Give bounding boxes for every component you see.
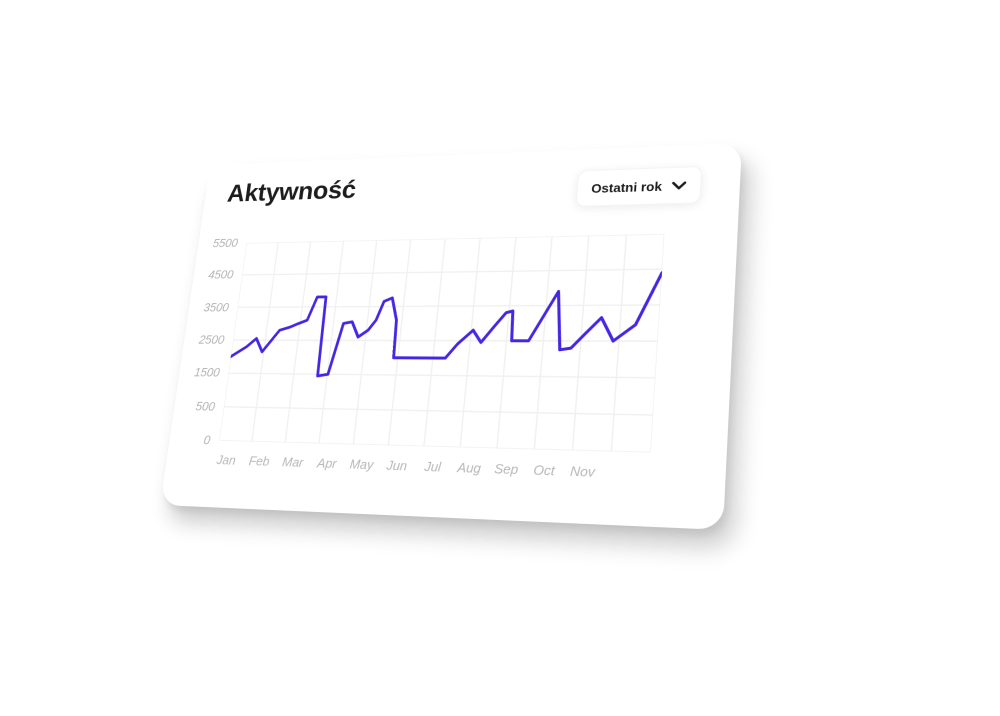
x-tick-label: Nov [570,463,596,480]
x-tick-label: Jun [386,458,408,474]
x-axis-tick-labels: Jan Feb Mar Apr May Jun Jul Aug Sep Oct Nov [215,452,650,487]
x-tick-label: Sep [494,461,519,477]
period-dropdown-label: Ostatni rok [591,179,663,196]
page-title: Aktywność [226,175,358,208]
y-tick-label: 500 [174,398,216,413]
y-tick-label: 2500 [183,333,225,347]
x-tick-label: Feb [248,453,270,468]
y-tick-label: 5500 [197,236,238,250]
page-background: Aktywność Ostatni rok 5500 4500 3500 2500 15… [0,0,1000,716]
x-tick-label: Mar [281,454,304,470]
x-tick-label: May [349,456,374,472]
y-tick-label: 3500 [188,300,230,314]
y-tick-label: 0 [169,432,212,448]
x-tick-label: Oct [533,462,556,479]
activity-chart-svg [219,234,664,453]
y-tick-label: 1500 [178,365,220,379]
activity-line-series [228,273,662,380]
x-tick-label: Jul [424,459,442,475]
x-tick-label: Aug [457,460,482,476]
period-dropdown[interactable]: Ostatni rok [576,166,703,207]
x-tick-label: Apr [316,455,337,471]
y-tick-label: 4500 [193,268,235,282]
chevron-down-icon [671,181,686,190]
activity-card: Aktywność Ostatni rok 5500 4500 3500 2500 15… [160,143,742,530]
grid-lines [219,234,664,453]
x-tick-label: Jan [216,452,237,467]
